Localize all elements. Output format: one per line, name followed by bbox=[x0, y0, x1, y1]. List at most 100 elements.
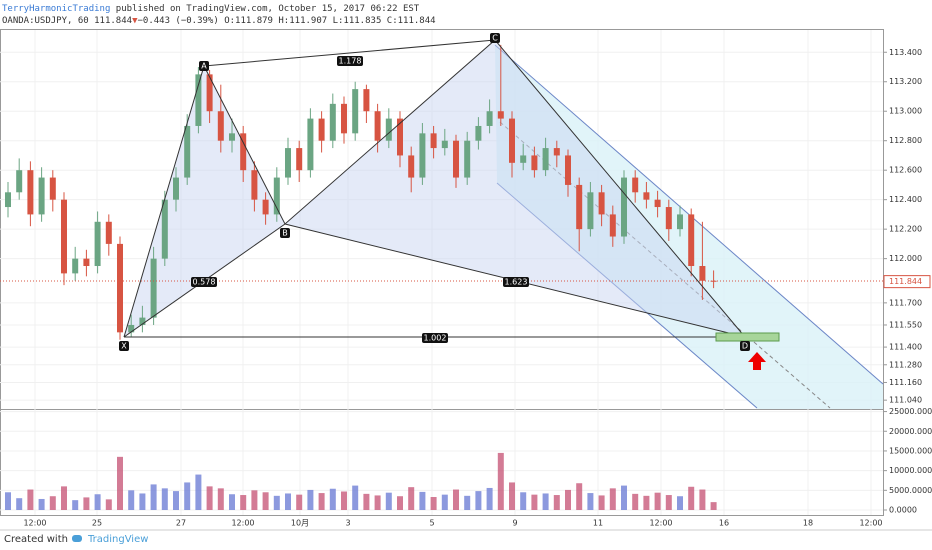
candle-body bbox=[206, 74, 213, 112]
high: H:111.907 bbox=[278, 16, 327, 26]
y-tick-label: 111.160 bbox=[889, 378, 922, 387]
volume-bar bbox=[173, 491, 179, 510]
candle-body bbox=[464, 140, 471, 178]
volume-bar bbox=[262, 492, 269, 510]
volume-bar bbox=[699, 489, 706, 510]
volume-bar bbox=[464, 495, 471, 510]
bcd-fill bbox=[285, 40, 745, 337]
y-tick-label: 112.400 bbox=[889, 195, 922, 204]
volume-bar bbox=[307, 489, 314, 510]
brand[interactable]: TradingView bbox=[87, 534, 148, 545]
axes: 12:00 25 27 12:00 10月 3 5 9 11 12:00 16 18 12:00 113.… bbox=[23, 48, 932, 528]
candle-body bbox=[419, 133, 426, 178]
ratio-label: 1.623 bbox=[505, 278, 528, 287]
volume-bar bbox=[397, 496, 403, 510]
volume-bar bbox=[710, 502, 717, 510]
volume-bar bbox=[643, 495, 650, 510]
volume-bar bbox=[27, 489, 34, 510]
candle-body bbox=[307, 118, 314, 171]
point-label: C bbox=[492, 34, 498, 43]
volume-bar bbox=[654, 492, 661, 510]
volume-bar bbox=[385, 492, 392, 510]
author[interactable]: TerryHarmonicTrading bbox=[2, 4, 110, 14]
x-tick-label: 3 bbox=[345, 519, 350, 528]
candle-body bbox=[632, 177, 639, 193]
volume-bar bbox=[229, 494, 235, 510]
volume-bar bbox=[430, 497, 437, 510]
candle-body bbox=[374, 111, 381, 141]
x-tick-label: 25 bbox=[92, 519, 102, 528]
volume-bar bbox=[363, 493, 370, 510]
x-tick-label: 18 bbox=[803, 519, 813, 528]
close: C:111.844 bbox=[387, 16, 436, 26]
y2-tick-label: 20000.0000 bbox=[889, 427, 932, 436]
volume-bar bbox=[296, 494, 303, 510]
symbol-line: OANDA:USDJPY, 60 111.844▼−0.443 (−0.39%)… bbox=[2, 16, 436, 26]
ratio-box bbox=[422, 333, 448, 343]
ratio-box bbox=[337, 56, 363, 66]
volume-bar bbox=[565, 489, 571, 510]
volume-bar bbox=[161, 488, 168, 510]
candle-body bbox=[229, 133, 235, 141]
volume-bar bbox=[509, 482, 515, 510]
candle-body bbox=[184, 125, 191, 178]
volume-bar bbox=[217, 488, 224, 510]
volume-bar bbox=[441, 494, 448, 510]
candle-body bbox=[128, 324, 135, 333]
change: −0.443 (−0.39%) bbox=[137, 16, 218, 26]
candle-body bbox=[475, 125, 482, 141]
volume-bar bbox=[598, 495, 605, 510]
candle-body bbox=[654, 199, 661, 208]
y-tick-label: 111.400 bbox=[889, 343, 922, 352]
candle-body bbox=[509, 118, 515, 163]
candle-body bbox=[262, 199, 269, 215]
volume-bar bbox=[117, 456, 123, 510]
candle-body bbox=[72, 258, 79, 274]
x-tick-label: 12:00 bbox=[649, 519, 672, 528]
symbol: OANDA:USDJPY, 60 bbox=[2, 16, 89, 26]
xab-fill bbox=[124, 66, 285, 337]
volume-bar bbox=[475, 491, 482, 510]
candle-body bbox=[173, 177, 179, 200]
y2-tick-label: 10000.0000 bbox=[889, 466, 932, 475]
candle-body bbox=[38, 177, 45, 215]
ratio-label: 0.578 bbox=[193, 278, 216, 287]
point-box bbox=[740, 341, 750, 351]
candle-body bbox=[195, 74, 202, 126]
point-box bbox=[199, 61, 209, 71]
candle-body bbox=[385, 118, 392, 141]
candle-body bbox=[94, 221, 101, 267]
up-arrow bbox=[748, 352, 766, 370]
volume-bar bbox=[251, 490, 258, 510]
candle-body bbox=[587, 192, 594, 230]
y-tick-label: 112.600 bbox=[889, 166, 922, 175]
x-tick-label: 10月 bbox=[291, 519, 309, 528]
ratio-label: 1.178 bbox=[339, 57, 362, 66]
tv-logo bbox=[72, 535, 82, 542]
y-tick-label: 113.400 bbox=[889, 48, 922, 57]
candle-body bbox=[105, 221, 112, 244]
candle-body bbox=[408, 155, 415, 178]
y-tick-label: 112.200 bbox=[889, 225, 922, 234]
volume-bar bbox=[486, 487, 493, 510]
volume-bar bbox=[609, 488, 616, 510]
volume-bar bbox=[240, 495, 247, 510]
candle-body bbox=[430, 133, 437, 149]
candle-body bbox=[688, 214, 695, 267]
volume-bar bbox=[318, 493, 325, 510]
volume-bar bbox=[453, 489, 459, 510]
volume-bar bbox=[419, 491, 426, 510]
y-tick-label: 111.040 bbox=[889, 396, 922, 405]
volume-bar bbox=[677, 496, 683, 510]
candle-body bbox=[83, 258, 90, 267]
candle-body bbox=[520, 155, 527, 163]
point-box bbox=[280, 228, 290, 238]
volume-bar bbox=[72, 500, 79, 510]
volume-bar bbox=[497, 452, 504, 510]
volume-bar bbox=[531, 494, 538, 510]
candle-body bbox=[161, 199, 168, 259]
change-arrow: ▼ bbox=[132, 16, 138, 26]
volume-bar bbox=[206, 486, 213, 510]
volume-bar bbox=[576, 483, 583, 510]
